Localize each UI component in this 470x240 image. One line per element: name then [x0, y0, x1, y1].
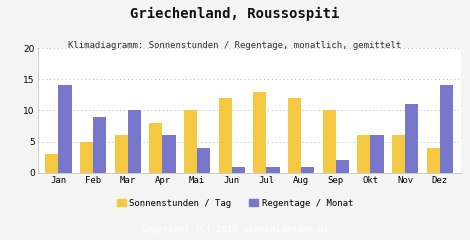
Bar [93, 117, 106, 173]
Bar [301, 167, 314, 173]
Bar [427, 148, 440, 173]
Bar [266, 167, 280, 173]
Bar [149, 123, 163, 173]
Bar [184, 110, 197, 173]
Bar [80, 142, 93, 173]
Bar [405, 104, 418, 173]
Bar [253, 92, 266, 173]
Bar [58, 85, 71, 173]
Text: Copyright (C) 2010 sonnenlaender.de: Copyright (C) 2010 sonnenlaender.de [141, 225, 329, 234]
Text: Griechenland, Roussospiti: Griechenland, Roussospiti [130, 7, 340, 21]
Bar [440, 85, 453, 173]
Bar [128, 110, 141, 173]
Bar [370, 135, 384, 173]
Text: Klimadiagramm: Sonnenstunden / Regentage, monatlich, gemittelt: Klimadiagramm: Sonnenstunden / Regentage… [68, 41, 402, 50]
Bar [322, 110, 336, 173]
Bar [163, 135, 176, 173]
Bar [115, 135, 128, 173]
Bar [336, 160, 349, 173]
Bar [197, 148, 210, 173]
Bar [232, 167, 245, 173]
Legend: Sonnenstunden / Tag, Regentage / Monat: Sonnenstunden / Tag, Regentage / Monat [117, 199, 353, 208]
Bar [357, 135, 370, 173]
Bar [219, 98, 232, 173]
Bar [392, 135, 405, 173]
Bar [45, 154, 58, 173]
Bar [288, 98, 301, 173]
